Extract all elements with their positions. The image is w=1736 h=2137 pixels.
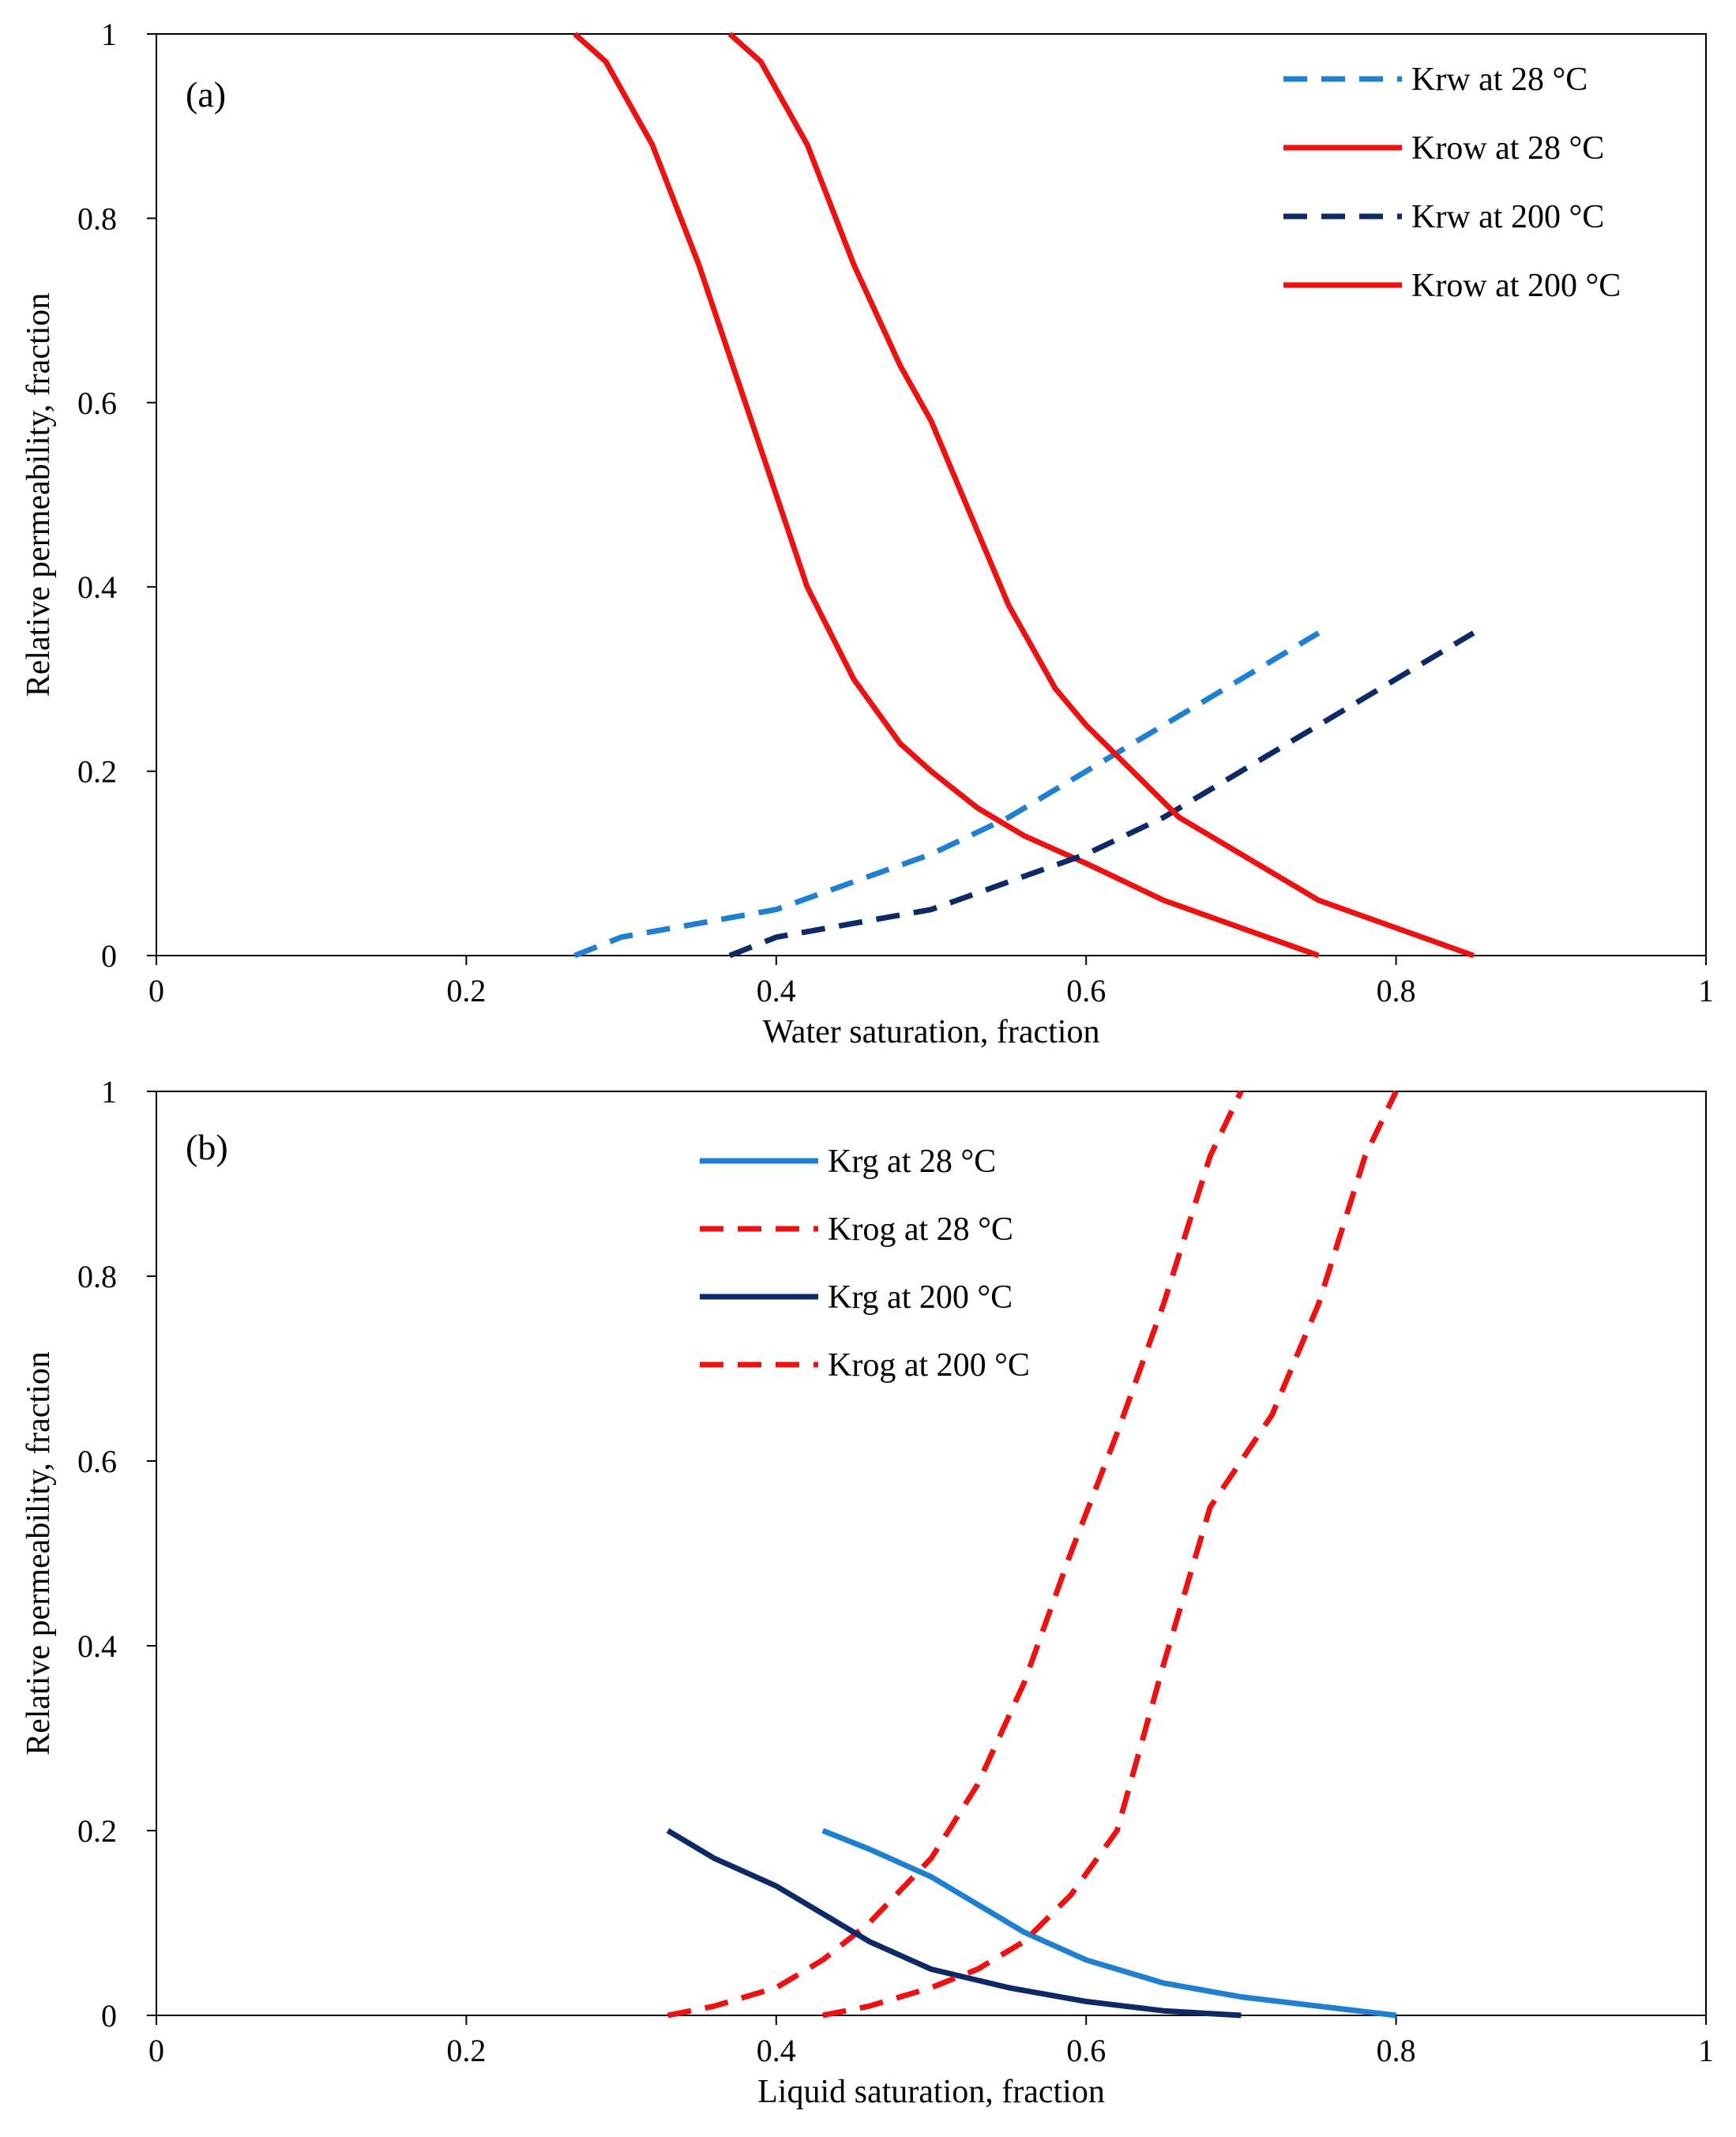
legend-label: Krow at 28 °C (1411, 130, 1604, 167)
x-tick-label: 0 (148, 973, 164, 1008)
y-tick-label: 0.6 (77, 1444, 117, 1479)
x-tick-label: 1 (1698, 2033, 1714, 2068)
x-tick-label: 0 (148, 2033, 164, 2068)
legend-label: Krw at 200 °C (1411, 199, 1604, 235)
x-axis-title: Water saturation, fraction (763, 1014, 1100, 1050)
x-tick-label: 0.6 (1066, 973, 1106, 1008)
x-tick-label: 0.4 (757, 2033, 796, 2068)
x-tick-label: 0.2 (446, 2033, 486, 2068)
series-line (728, 630, 1475, 959)
series-line (573, 630, 1321, 959)
x-tick-label: 0.4 (757, 973, 796, 1008)
series-line (667, 1090, 1244, 2019)
legend-label: Krog at 200 °C (828, 1347, 1030, 1384)
plot-area-frame (156, 33, 1707, 956)
y-tick-label: 0.8 (77, 1259, 117, 1294)
panel-label: (b) (186, 1127, 228, 1167)
x-tick-label: 0.2 (446, 973, 486, 1008)
y-tick-label: 0 (101, 1998, 117, 2034)
legend-label: Krg at 28 °C (828, 1144, 996, 1180)
y-tick-label: 0.4 (77, 1628, 117, 1664)
y-tick-label: 0.2 (77, 754, 117, 790)
series-line (727, 32, 1475, 959)
y-axis-title: Relative permeability, fraction (21, 1351, 57, 1756)
y-tick-label: 0.4 (77, 569, 117, 605)
panel-label: (a) (186, 74, 226, 115)
x-tick-label: 0.8 (1377, 973, 1416, 1008)
x-tick-label: 0.8 (1377, 2033, 1416, 2068)
series-line (821, 1827, 1397, 2019)
legend-label: Krg at 200 °C (828, 1279, 1013, 1316)
y-axis-title: Relative permeability, fraction (21, 293, 57, 697)
panel-a-chart: 0 0.2 0.4 0.6 0.8 1 0 0.2 0.4 0.6 0.8 1 Water satura… (21, 17, 1714, 1050)
x-tick-label: 0.6 (1066, 2033, 1106, 2068)
series-line (666, 1827, 1242, 2019)
legend-label: Krog at 28 °C (828, 1211, 1013, 1248)
plot-area-frame (156, 1091, 1707, 2016)
y-tick-label: 0.6 (77, 385, 117, 421)
series-line (573, 32, 1320, 959)
legend-label: Krw at 28 °C (1411, 62, 1588, 98)
x-tick-label: 1 (1698, 973, 1714, 1008)
x-axis-title: Liquid saturation, fraction (757, 2074, 1105, 2110)
y-tick-label: 0 (101, 938, 117, 974)
y-tick-label: 1 (101, 1074, 117, 1110)
legend-label: Krow at 200 °C (1411, 268, 1621, 304)
y-tick-label: 1 (101, 17, 117, 52)
y-tick-label: 0.2 (77, 1813, 117, 1849)
panel-b-chart: 0 0.2 0.4 0.6 0.8 1 0 0.2 0.4 0.6 0.8 1 Liquid satur… (21, 1074, 1714, 2110)
y-tick-label: 0.8 (77, 201, 117, 236)
series-line (822, 1090, 1399, 2019)
